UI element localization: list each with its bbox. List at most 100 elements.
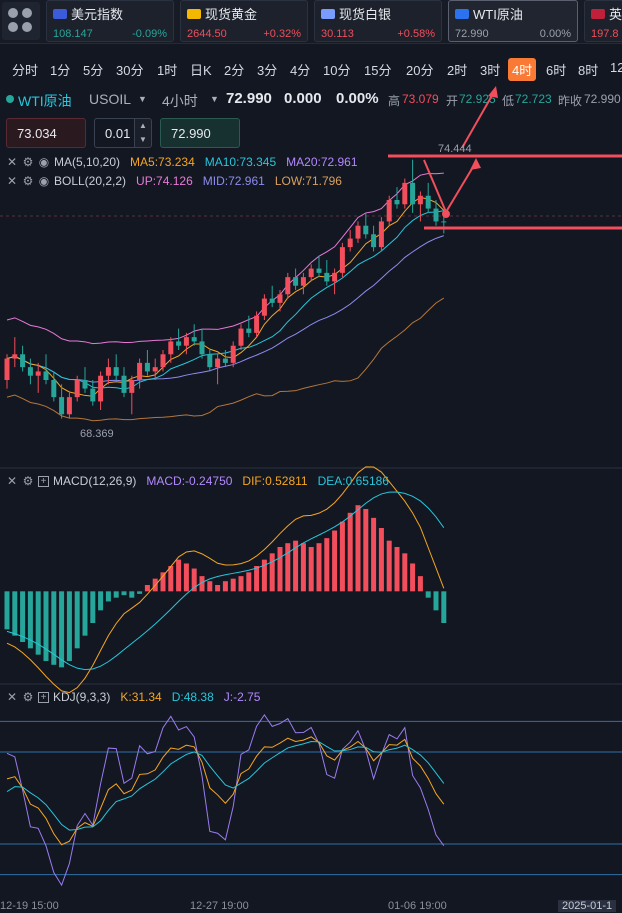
candle bbox=[152, 358, 158, 380]
stepper-down-icon[interactable]: ▼ bbox=[139, 135, 147, 144]
timeframe-tab[interactable]: 20分 bbox=[406, 63, 434, 78]
candle bbox=[82, 367, 88, 393]
symbol-name[interactable]: WTI原油 bbox=[18, 93, 72, 109]
period-dropdown-icon[interactable]: ▼ bbox=[210, 94, 219, 104]
k-value: K:31.34 bbox=[120, 690, 162, 704]
quote-card-us[interactable]: 美元指数 108.147 -0.09% bbox=[46, 0, 174, 42]
macd-bar bbox=[355, 505, 361, 592]
price-change-pct: 0.00% bbox=[336, 90, 379, 107]
quote-price: 197.8 bbox=[591, 28, 619, 40]
timeframe-tab[interactable]: 10分 bbox=[323, 63, 351, 78]
timeframe-tab[interactable]: 分时 bbox=[12, 63, 39, 78]
candle bbox=[246, 315, 252, 338]
close-icon[interactable]: ✕ bbox=[6, 155, 18, 169]
lot-stepper[interactable]: ▲ ▼ bbox=[134, 118, 152, 148]
candle bbox=[269, 285, 275, 308]
timeframe-tab[interactable]: 6时 bbox=[546, 63, 567, 78]
macd-bar bbox=[230, 578, 236, 592]
period-label[interactable]: 4小时 bbox=[162, 93, 198, 109]
candle bbox=[316, 255, 322, 278]
candle bbox=[20, 345, 26, 372]
candle bbox=[410, 159, 416, 213]
eye-icon[interactable]: ◉ bbox=[38, 155, 50, 169]
macd-bar bbox=[35, 591, 41, 655]
timeframe-tab[interactable]: 5分 bbox=[83, 63, 104, 78]
timeframe-tab[interactable]: 3时 bbox=[480, 63, 501, 78]
symbol-code[interactable]: USOIL bbox=[89, 91, 132, 107]
close-icon[interactable]: ✕ bbox=[6, 690, 18, 704]
quote-card-silver[interactable]: 现货白银 30.113 +0.58% bbox=[314, 0, 442, 42]
macd-bar bbox=[339, 521, 345, 592]
close-icon[interactable]: ✕ bbox=[6, 474, 18, 488]
macd-bar bbox=[347, 512, 353, 592]
macd-bar bbox=[121, 591, 127, 596]
timeframe-tab[interactable]: 2时 bbox=[447, 63, 468, 78]
settings-icon[interactable]: ⚙ bbox=[22, 174, 34, 188]
candle bbox=[90, 380, 96, 406]
candle bbox=[35, 362, 41, 393]
timeframe-tab[interactable]: 日K bbox=[190, 63, 212, 78]
low-value: 72.723 bbox=[515, 92, 552, 106]
timeframe-tab[interactable]: 4时 bbox=[508, 58, 537, 81]
boll-legend: ✕ ⚙ ◉ BOLL(20,2,2) UP:74.126 MID:72.961 … bbox=[6, 172, 342, 190]
quote-name: WTI原油 bbox=[473, 7, 523, 22]
settings-icon[interactable]: ⚙ bbox=[22, 690, 34, 704]
settings-icon[interactable]: ⚙ bbox=[22, 474, 34, 488]
candle bbox=[347, 230, 353, 252]
timeframe-tab[interactable]: 2分 bbox=[224, 63, 245, 78]
timeframe-tab[interactable]: 15分 bbox=[364, 63, 392, 78]
high-value: 73.079 bbox=[402, 92, 439, 106]
quote-card-uk[interactable]: 英 197.8 bbox=[584, 0, 622, 42]
macd-bar bbox=[316, 543, 322, 592]
macd-bar bbox=[20, 591, 26, 642]
candle bbox=[137, 358, 143, 389]
macd-bar bbox=[4, 591, 10, 630]
timeframe-tab[interactable]: 4分 bbox=[290, 63, 311, 78]
macd-bar bbox=[113, 591, 119, 598]
ma-label: MA(5,10,20) bbox=[54, 155, 121, 169]
candle bbox=[293, 268, 299, 290]
timeframe-tab[interactable]: 8时 bbox=[578, 63, 599, 78]
quote-price: 108.147 bbox=[53, 28, 93, 40]
timeframe-tab[interactable]: 1分 bbox=[50, 63, 71, 78]
expand-icon[interactable]: + bbox=[38, 475, 49, 487]
timeframe-tab[interactable]: 12 bbox=[610, 60, 622, 75]
timeframe-tab[interactable]: 30分 bbox=[116, 63, 144, 78]
candle bbox=[254, 311, 260, 338]
candle bbox=[4, 354, 10, 389]
candle bbox=[199, 328, 205, 359]
quote-change: 0.00% bbox=[539, 28, 571, 40]
macd-bar bbox=[417, 576, 423, 592]
candle bbox=[129, 375, 135, 415]
sell-price-button[interactable]: 73.034 bbox=[6, 118, 86, 148]
candle bbox=[191, 324, 197, 346]
timeframe-tab[interactable]: 3分 bbox=[257, 63, 278, 78]
kdj-d-line bbox=[6, 741, 445, 831]
eye-icon[interactable]: ◉ bbox=[38, 174, 50, 188]
macd-bar bbox=[98, 591, 104, 611]
boll-low-value: LOW:71.796 bbox=[274, 174, 342, 188]
j-value: J:-2.75 bbox=[223, 690, 261, 704]
stepper-up-icon[interactable]: ▲ bbox=[139, 121, 147, 130]
quote-card-gold[interactable]: 现货黄金 2644.50 +0.32% bbox=[180, 0, 308, 42]
candle bbox=[74, 375, 80, 402]
candle bbox=[300, 272, 306, 295]
candle bbox=[121, 367, 127, 398]
apps-grid-icon[interactable] bbox=[2, 2, 40, 40]
macd-bar bbox=[332, 530, 338, 592]
dif-value: DIF:0.52811 bbox=[242, 474, 308, 488]
symbol-dropdown-icon[interactable]: ▼ bbox=[138, 94, 147, 104]
quote-card-oil[interactable]: WTI原油 72.990 0.00% bbox=[448, 0, 578, 42]
candle bbox=[378, 217, 384, 252]
user-drawings[interactable] bbox=[388, 86, 622, 230]
close-icon[interactable]: ✕ bbox=[6, 174, 18, 188]
candle bbox=[417, 191, 423, 222]
settings-icon[interactable]: ⚙ bbox=[22, 155, 34, 169]
buy-price-button[interactable]: 72.990 bbox=[160, 118, 240, 148]
candle bbox=[394, 187, 400, 209]
expand-icon[interactable]: + bbox=[38, 691, 49, 703]
timeframe-tab[interactable]: 1时 bbox=[157, 63, 178, 78]
candle bbox=[230, 341, 236, 368]
macd-bar bbox=[160, 572, 166, 592]
